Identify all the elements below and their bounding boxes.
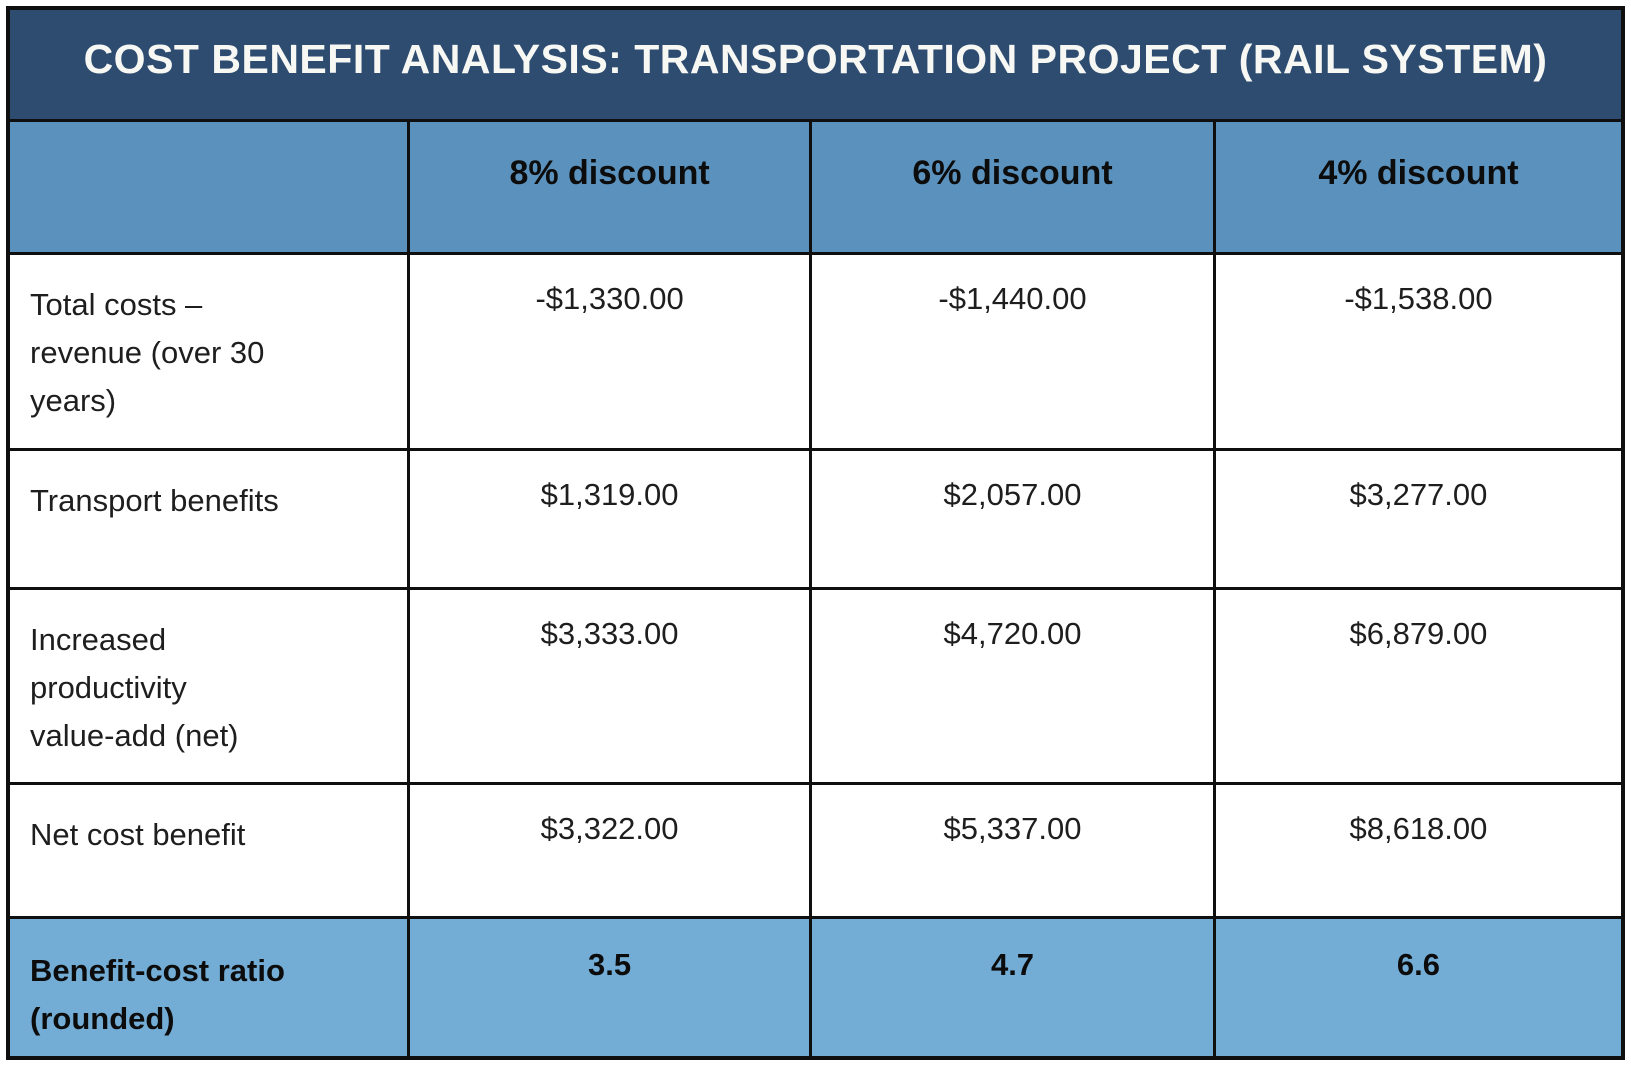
row-label-total-costs: Total costs – revenue (over 30 years) xyxy=(6,251,411,451)
table-row-benefit-cost-ratio: Benefit-cost ratio (rounded) 3.5 4.7 6.6 xyxy=(6,915,1625,1060)
row-label-benefit-cost-ratio: Benefit-cost ratio (rounded) xyxy=(6,915,411,1060)
table-title: COST BENEFIT ANALYSIS: TRANSPORTATION PR… xyxy=(6,6,1625,122)
value-cell: $3,277.00 xyxy=(1212,447,1625,590)
column-header-4pct-discount: 4% discount xyxy=(1212,118,1625,255)
row-label-net-cost-benefit: Net cost benefit xyxy=(6,781,411,919)
value-cell: $1,319.00 xyxy=(407,447,813,590)
table-row-net-cost-benefit: Net cost benefit $3,322.00 $5,337.00 $8,… xyxy=(6,781,1625,919)
table-row-transport-benefits: Transport benefits $1,319.00 $2,057.00 $… xyxy=(6,447,1625,590)
value-cell: $8,618.00 xyxy=(1212,781,1625,919)
value-cell: -$1,330.00 xyxy=(407,251,813,451)
value-cell: $6,879.00 xyxy=(1212,586,1625,785)
title-row: COST BENEFIT ANALYSIS: TRANSPORTATION PR… xyxy=(6,6,1625,122)
table-row-total-costs: Total costs – revenue (over 30 years) -$… xyxy=(6,251,1625,451)
value-cell: $4,720.00 xyxy=(809,586,1216,785)
corner-cell xyxy=(6,118,411,255)
row-label-increased-productivity: Increased productivity value-add (net) xyxy=(6,586,411,785)
value-cell: $5,337.00 xyxy=(809,781,1216,919)
ratio-value-cell: 3.5 xyxy=(407,915,813,1060)
ratio-value-cell: 6.6 xyxy=(1212,915,1625,1060)
column-header-6pct-discount: 6% discount xyxy=(809,118,1216,255)
value-cell: -$1,538.00 xyxy=(1212,251,1625,451)
column-header-8pct-discount: 8% discount xyxy=(407,118,813,255)
row-label-transport-benefits: Transport benefits xyxy=(6,447,411,590)
value-cell: $3,322.00 xyxy=(407,781,813,919)
table-row-increased-productivity: Increased productivity value-add (net) $… xyxy=(6,586,1625,785)
column-header-row: 8% discount 6% discount 4% discount xyxy=(6,118,1625,255)
value-cell: -$1,440.00 xyxy=(809,251,1216,451)
value-cell: $3,333.00 xyxy=(407,586,813,785)
ratio-value-cell: 4.7 xyxy=(809,915,1216,1060)
value-cell: $2,057.00 xyxy=(809,447,1216,590)
cost-benefit-table: COST BENEFIT ANALYSIS: TRANSPORTATION PR… xyxy=(6,6,1625,1060)
